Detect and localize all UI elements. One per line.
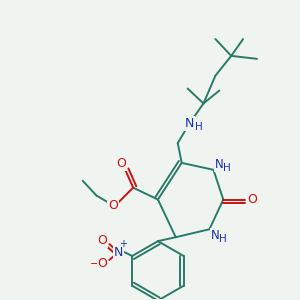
Text: H: H (219, 234, 227, 244)
Text: H: H (195, 122, 203, 132)
Text: O: O (98, 234, 107, 247)
Text: O: O (108, 199, 118, 212)
Text: H: H (224, 163, 231, 173)
Text: N: N (185, 117, 194, 130)
Text: O: O (116, 158, 126, 170)
Text: O: O (98, 257, 107, 270)
Text: N: N (211, 229, 220, 242)
Text: +: + (119, 239, 127, 249)
Text: −: − (90, 259, 99, 269)
Text: N: N (215, 158, 224, 171)
Text: O: O (247, 193, 257, 206)
Text: N: N (114, 245, 123, 259)
